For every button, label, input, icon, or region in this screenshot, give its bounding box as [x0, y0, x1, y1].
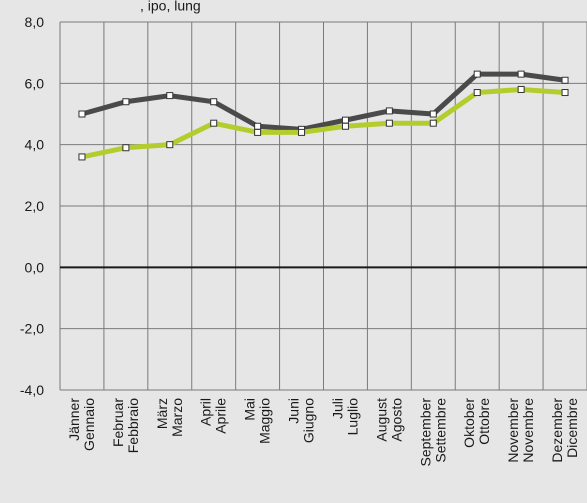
data-point — [254, 122, 262, 130]
y-tick-label: -2,0 — [20, 321, 44, 337]
data-point — [429, 110, 437, 118]
data-point — [341, 122, 349, 130]
x-tick-label: August — [373, 398, 389, 442]
data-point — [473, 70, 481, 78]
grid — [59, 21, 587, 391]
data-point — [166, 141, 174, 149]
x-tick-label: Aprile — [213, 398, 229, 434]
x-tick-label: Gennaio — [81, 398, 97, 451]
x-tick-label: Oktober — [461, 398, 477, 448]
y-tick-label: 4,0 — [25, 137, 45, 153]
y-tick-label: 8,0 — [25, 14, 45, 30]
data-point — [254, 128, 262, 136]
data-point — [298, 128, 306, 136]
data-point — [210, 119, 218, 127]
x-tick-label: April — [198, 398, 214, 426]
x-tick-label: Dezember — [549, 398, 565, 463]
x-tick-label: Ottobre — [476, 398, 492, 445]
x-tick-label: Luglio — [344, 398, 360, 436]
x-tick-label: Febbraio — [125, 398, 141, 453]
x-tick-label: Agosto — [388, 398, 404, 442]
series-layer — [78, 70, 569, 161]
data-point — [78, 153, 86, 161]
x-tick-label: Marzo — [169, 398, 185, 437]
x-tick-label: Februar — [110, 398, 126, 447]
chart-title: , ipo, lung — [140, 0, 201, 13]
data-point — [385, 119, 393, 127]
x-tick-label: Settembre — [432, 398, 448, 463]
series-line-1 — [81, 71, 566, 132]
data-point — [561, 89, 569, 97]
data-point — [341, 116, 349, 124]
data-point — [122, 98, 130, 106]
x-tick-label: Jänner — [66, 398, 82, 441]
x-tick-label: Juli — [329, 398, 345, 419]
data-point — [166, 92, 174, 100]
data-point — [517, 70, 525, 78]
data-point — [122, 144, 130, 152]
y-tick-label: -4,0 — [20, 382, 44, 398]
x-tick-label: November — [505, 398, 521, 463]
data-point — [429, 119, 437, 127]
x-tick-label: Juni — [286, 398, 302, 424]
x-tick-label: Giugno — [301, 398, 317, 443]
series-line-2 — [81, 86, 566, 160]
x-tick-label: September — [417, 398, 433, 467]
axes — [59, 22, 587, 390]
data-point — [385, 107, 393, 115]
data-point — [473, 89, 481, 97]
data-point — [517, 85, 525, 93]
y-tick-label: 2,0 — [25, 198, 45, 214]
x-tick-label: Mai — [242, 398, 258, 421]
tick-labels: 8,0 6,0 4,0 2,0 0,0 -2,0 -4,0 Jänner Gennaio Febr… — [20, 14, 580, 466]
x-tick-label: Novembre — [520, 398, 536, 463]
y-tick-label: 0,0 — [25, 259, 45, 275]
x-tick-label: Maggio — [257, 398, 273, 444]
x-tick-label: Dicembre — [564, 398, 580, 458]
data-point — [78, 110, 86, 118]
data-point — [210, 98, 218, 106]
data-point — [561, 76, 569, 84]
x-tick-label: März — [154, 398, 170, 429]
y-tick-label: 6,0 — [25, 75, 45, 91]
